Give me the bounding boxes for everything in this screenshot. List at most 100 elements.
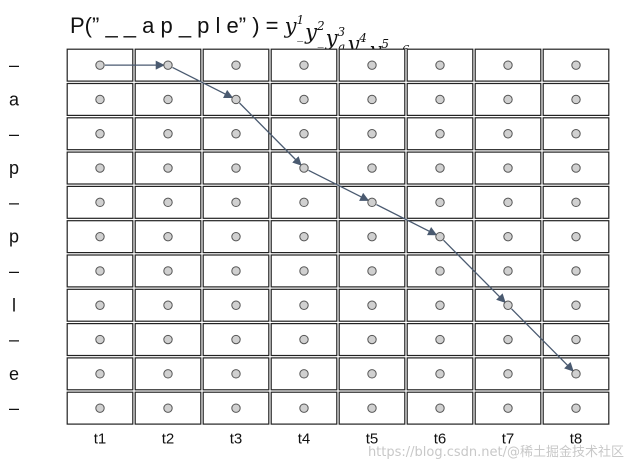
- grid-node: [95, 197, 105, 208]
- grid-node: [95, 94, 105, 105]
- equation-superscript: 6: [402, 43, 410, 50]
- column-label: t7: [502, 430, 515, 447]
- equation-term-1: y: [284, 14, 298, 38]
- grid-node: [163, 266, 173, 276]
- path-arrow: [443, 239, 506, 303]
- row-label: e: [9, 364, 19, 384]
- grid-node: [367, 334, 377, 345]
- grid-node: [163, 60, 173, 70]
- grid-node: [367, 403, 377, 413]
- equation-superscript: 2: [316, 19, 325, 33]
- equation-subscript: a: [338, 40, 345, 50]
- grid-node: [367, 231, 377, 242]
- grid-cell: [66, 151, 134, 185]
- grid-node: [367, 197, 377, 208]
- grid-node: [571, 197, 581, 208]
- equation-subscript: _: [297, 28, 303, 42]
- path-arrow: [308, 169, 370, 201]
- grid-node: [299, 94, 309, 105]
- grid-node: [231, 300, 241, 310]
- grid-node: [231, 369, 241, 379]
- grid-node: [95, 163, 105, 173]
- grid-node: [571, 369, 581, 379]
- grid-cell: [270, 220, 338, 254]
- grid-cell: [338, 151, 406, 185]
- grid-node: [163, 231, 173, 242]
- column-labels: t1 t2 t3 t4 t5 t6 t7 t8: [94, 430, 583, 447]
- grid-node: [435, 94, 445, 105]
- grid-node: [503, 266, 513, 276]
- grid-node: [95, 60, 105, 70]
- grid-node: [231, 231, 241, 242]
- grid-node: [95, 403, 105, 413]
- row-label: –: [9, 398, 19, 418]
- column-label: t5: [366, 430, 379, 447]
- row-label: –: [9, 330, 19, 350]
- grid-node: [435, 197, 445, 208]
- column-label: t6: [434, 430, 447, 447]
- equation-superscript: 5: [381, 37, 389, 50]
- grid-node: [231, 60, 241, 70]
- grid-node: [367, 266, 377, 276]
- grid-node: [571, 334, 581, 345]
- grid-node: [163, 300, 173, 310]
- grid-node: [571, 403, 581, 413]
- grid-cell: [406, 117, 474, 151]
- path-arrow: [376, 204, 438, 236]
- grid-node: [571, 129, 581, 139]
- grid-node: [503, 94, 513, 105]
- grid-node: [299, 60, 309, 70]
- row-label: l: [12, 295, 16, 315]
- grid-node: [299, 334, 309, 345]
- grid-node: [299, 369, 309, 379]
- grid-node: [231, 334, 241, 345]
- grid-node: [163, 334, 173, 345]
- grid-node: [367, 369, 377, 379]
- grid-cell: [474, 288, 542, 322]
- grid-node: [95, 334, 105, 345]
- column-label: t8: [570, 430, 583, 447]
- grid-node: [571, 94, 581, 105]
- grid-cell: [66, 185, 134, 219]
- grid-node: [435, 403, 445, 413]
- equation-superscript: 3: [338, 25, 346, 39]
- grid-node: [571, 60, 581, 70]
- path-arrow: [172, 66, 234, 99]
- grid-node: [435, 334, 445, 345]
- path-arrow: [239, 102, 302, 166]
- grid-node: [503, 231, 513, 242]
- alignment-path: [105, 60, 574, 372]
- grid-node: [503, 163, 513, 173]
- grid-cell: [338, 48, 406, 82]
- grid-node: [299, 197, 309, 208]
- title-equation: y1_y2_y3ay4py5_y6py7ly8e: [284, 13, 451, 50]
- equation-superscript: 4: [358, 31, 367, 45]
- row-label: –: [9, 124, 19, 144]
- grid-node: [503, 129, 513, 139]
- row-label: –: [9, 55, 19, 75]
- grid-node: [299, 266, 309, 276]
- grid-node: [95, 231, 105, 242]
- equation-term-4: y: [346, 32, 360, 50]
- grid-node: [435, 60, 445, 70]
- column-label: t1: [94, 430, 107, 447]
- row-labels: – a – p – p – l – e –: [9, 55, 20, 418]
- grid-cell: [134, 357, 202, 391]
- grid-node: [503, 403, 513, 413]
- equation-term-2: y: [304, 20, 318, 44]
- grid-node: [299, 403, 309, 413]
- grid-node: [163, 129, 173, 139]
- watermark: https://blog.csdn.net/@稀土掘金技术社区: [367, 445, 624, 460]
- title: P(” _ _ a p _ p l e” ) = y1_y2_y3ay4py5_…: [70, 13, 451, 50]
- row-label: –: [9, 261, 19, 281]
- grid-node: [435, 369, 445, 379]
- grid-node: [367, 60, 377, 70]
- path-arrow: [511, 308, 574, 372]
- grid-node: [435, 129, 445, 139]
- grid-node: [571, 266, 581, 276]
- title-prefix: P(” _ _ a p _ p l e” ) =: [70, 13, 285, 38]
- grid-node: [231, 129, 241, 139]
- grid-node: [95, 266, 105, 276]
- grid-node: [231, 197, 241, 208]
